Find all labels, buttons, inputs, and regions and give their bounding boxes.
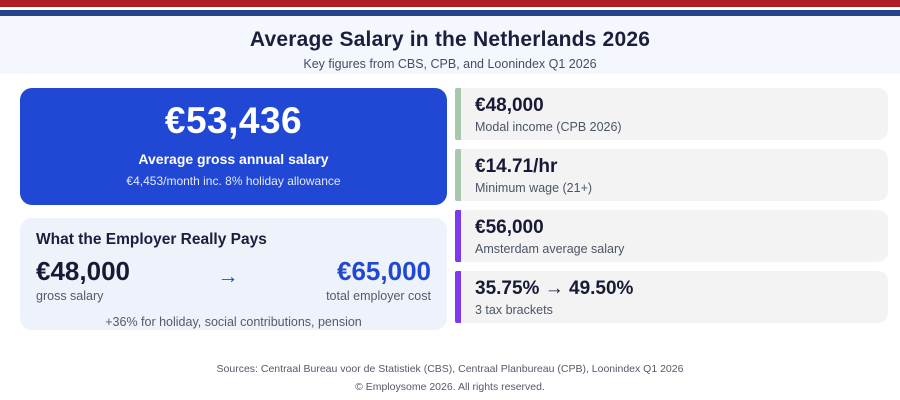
footer-sources: Sources: Centraal Bureau voor de Statist… (216, 363, 684, 375)
stat-row-modal-income: €48,000 Modal income (CPB 2026) (455, 88, 888, 140)
employer-footnote: +36% for holiday, social contributions, … (105, 314, 362, 329)
hero-salary-label: Average gross annual salary (138, 151, 329, 167)
footer: Sources: Centraal Bureau voor de Statist… (0, 363, 900, 393)
stat-accent-bar (455, 149, 461, 201)
employer-cost-block: €65,000 total employer cost (326, 257, 431, 303)
gross-salary-value: €48,000 (36, 256, 130, 286)
stat-accent-bar (455, 271, 461, 323)
employer-comparison-row: €48,000 gross salary → €65,000 total emp… (36, 257, 431, 303)
arrow-right-icon: → (217, 265, 239, 288)
employer-cost-value: €65,000 (337, 256, 431, 286)
stat-label: 3 tax brackets (475, 302, 553, 317)
stat-value: 35.75% → 49.50% (475, 278, 634, 299)
stat-label: Modal income (CPB 2026) (475, 119, 622, 134)
gross-salary-label: gross salary (36, 288, 104, 303)
header: Average Salary in the Netherlands 2026 K… (0, 16, 900, 74)
stat-row-minimum-wage: €14.71/hr Minimum wage (21+) (455, 149, 888, 201)
stat-accent-bar (455, 88, 461, 140)
stat-value: €14.71/hr (475, 156, 558, 177)
hero-salary-sublabel: €4,453/month inc. 8% holiday allowance (126, 174, 341, 188)
employer-cost-label: total employer cost (326, 288, 431, 303)
gross-salary-block: €48,000 gross salary (36, 257, 130, 303)
page-title: Average Salary in the Netherlands 2026 (249, 28, 651, 51)
employer-card-title: What the Employer Really Pays (36, 231, 267, 248)
key-stats-list: €48,000 Modal income (CPB 2026) €14.71/h… (455, 88, 888, 323)
page-subtitle: Key figures from CBS, CPB, and Loonindex… (303, 57, 597, 71)
stat-label: Minimum wage (21+) (475, 180, 593, 195)
employer-cost-card: What the Employer Really Pays €48,000 gr… (20, 218, 447, 330)
stat-row-amsterdam-salary: €56,000 Amsterdam average salary (455, 210, 888, 262)
hero-salary-card: €53,436 Average gross annual salary €4,4… (20, 88, 447, 205)
hero-salary-value: €53,436 (164, 100, 303, 141)
stat-value: €48,000 (475, 95, 544, 116)
footer-copyright: © Employsome 2026. All rights reserved. (355, 381, 545, 393)
stat-value: €56,000 (475, 217, 544, 238)
flag-stripe-red (0, 0, 900, 7)
stat-row-tax-brackets: 35.75% → 49.50% 3 tax brackets (455, 271, 888, 323)
flag-stripe-blue (0, 10, 900, 16)
stat-label: Amsterdam average salary (475, 241, 625, 256)
stat-accent-bar (455, 210, 461, 262)
